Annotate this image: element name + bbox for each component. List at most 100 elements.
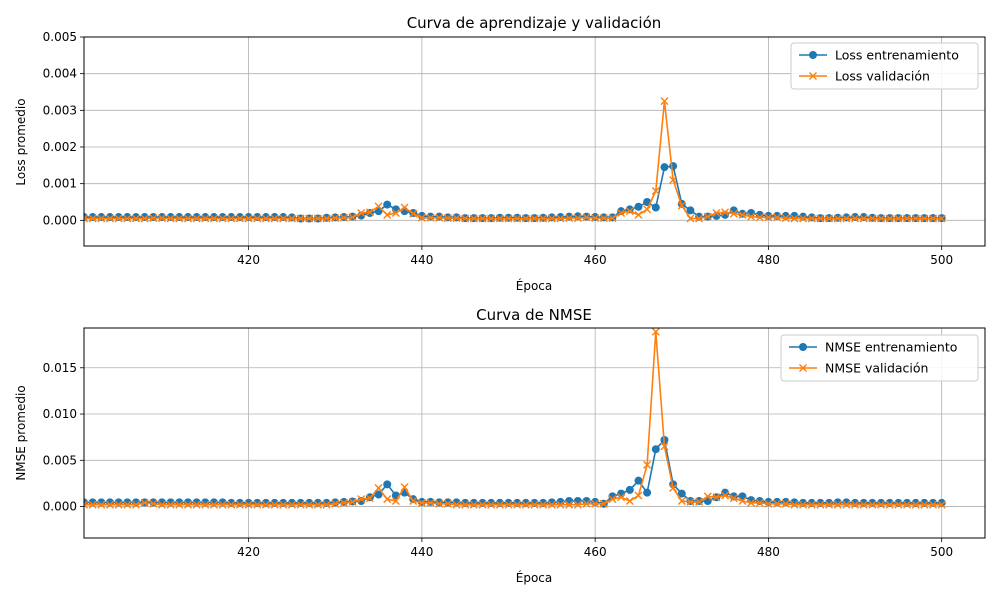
data-point: [660, 163, 669, 172]
data-point: [547, 500, 556, 509]
x-tick-label: 460: [584, 545, 607, 559]
y-axis-label: NMSE promedio: [14, 385, 28, 480]
data-point: [807, 214, 816, 223]
data-point: [114, 500, 123, 509]
data-point: [417, 213, 426, 222]
data-point: [435, 213, 444, 222]
data-point: [851, 214, 860, 223]
y-axis-label: Loss promedio: [14, 98, 28, 185]
data-point: [261, 500, 270, 509]
data-point: [929, 500, 938, 509]
data-point: [790, 500, 799, 509]
data-point: [764, 211, 773, 220]
data-point: [591, 499, 600, 508]
data-point: [244, 214, 253, 223]
data-point: [270, 500, 279, 509]
data-point: [556, 500, 565, 509]
legend: NMSE entrenamiento NMSE validación: [780, 334, 979, 382]
data-point: [695, 497, 704, 506]
data-point: [426, 498, 435, 507]
data-point: [287, 213, 296, 222]
data-point: [409, 497, 418, 505]
data-point: [885, 500, 894, 509]
data-point: [88, 213, 97, 222]
data-point: [634, 476, 643, 485]
data-point: [105, 213, 114, 222]
data-point: [651, 328, 660, 336]
data-point: [513, 214, 522, 223]
data-point: [703, 492, 712, 501]
legend-label: NMSE entrenamiento: [825, 340, 957, 355]
data-point: [894, 500, 903, 509]
data-point: [140, 498, 149, 507]
data-point: [97, 500, 106, 509]
legend-label: NMSE validación: [825, 361, 928, 376]
series-line: [84, 101, 942, 220]
y-tick-label: 0.000: [43, 500, 77, 514]
data-point: [877, 214, 886, 223]
data-point: [435, 212, 444, 221]
y-tick-label: 0.010: [43, 407, 77, 421]
data-point: [842, 213, 851, 222]
data-point: [261, 214, 270, 223]
legend-marker: [809, 51, 817, 59]
data-point: [209, 213, 218, 222]
data-point: [677, 497, 686, 505]
data-point: [192, 214, 201, 223]
data-point: [738, 497, 747, 505]
data-point: [660, 442, 669, 451]
data-point: [660, 97, 669, 106]
data-point: [166, 213, 175, 222]
data-point: [287, 214, 296, 223]
data-point: [140, 213, 149, 222]
y-tick-label: 0.000: [43, 213, 77, 227]
data-point: [556, 213, 565, 222]
data-point: [209, 214, 218, 223]
data-point: [149, 213, 158, 222]
data-point: [409, 209, 418, 218]
data-point: [461, 500, 470, 509]
data-point: [313, 500, 322, 509]
data-point: [539, 214, 548, 223]
data-point: [383, 200, 392, 209]
data-point: [755, 498, 764, 507]
data-point: [842, 214, 851, 223]
data-point: [764, 213, 773, 222]
data-point: [105, 500, 114, 509]
x-tick-label: 480: [757, 253, 780, 267]
data-point: [703, 212, 712, 221]
data-point: [625, 485, 634, 494]
data-point: [149, 214, 158, 223]
data-point: [842, 500, 851, 509]
data-point: [686, 214, 695, 223]
data-point: [608, 214, 617, 223]
data-point: [227, 213, 236, 222]
y-tick-label: 0.002: [43, 140, 77, 154]
data-point: [443, 498, 452, 507]
data-point: [799, 214, 808, 223]
data-point: [88, 214, 97, 223]
legend-item: NMSE entrenamiento: [789, 340, 957, 355]
data-point: [530, 214, 539, 223]
legend: Loss entrenamiento Loss validación: [790, 42, 979, 90]
data-point: [677, 489, 686, 498]
data-point: [781, 214, 790, 223]
data-point: [937, 500, 946, 509]
data-point: [279, 500, 288, 509]
data-point: [322, 500, 331, 509]
x-tick-label: 500: [930, 253, 953, 267]
data-point: [348, 497, 357, 506]
data-point: [279, 213, 288, 222]
data-point: [799, 500, 808, 509]
legend-label: Loss validación: [835, 69, 930, 84]
nmse-chart: Curva de NMSE 420 440 460 480 500 0.000 0.005 0…: [14, 306, 986, 585]
data-point: [573, 214, 582, 223]
data-point: [313, 214, 322, 223]
data-point: [478, 500, 487, 509]
data-point: [625, 497, 634, 505]
data-point: [851, 500, 860, 509]
data-point: [175, 213, 184, 222]
data-point: [695, 214, 704, 223]
data-point: [504, 500, 513, 509]
